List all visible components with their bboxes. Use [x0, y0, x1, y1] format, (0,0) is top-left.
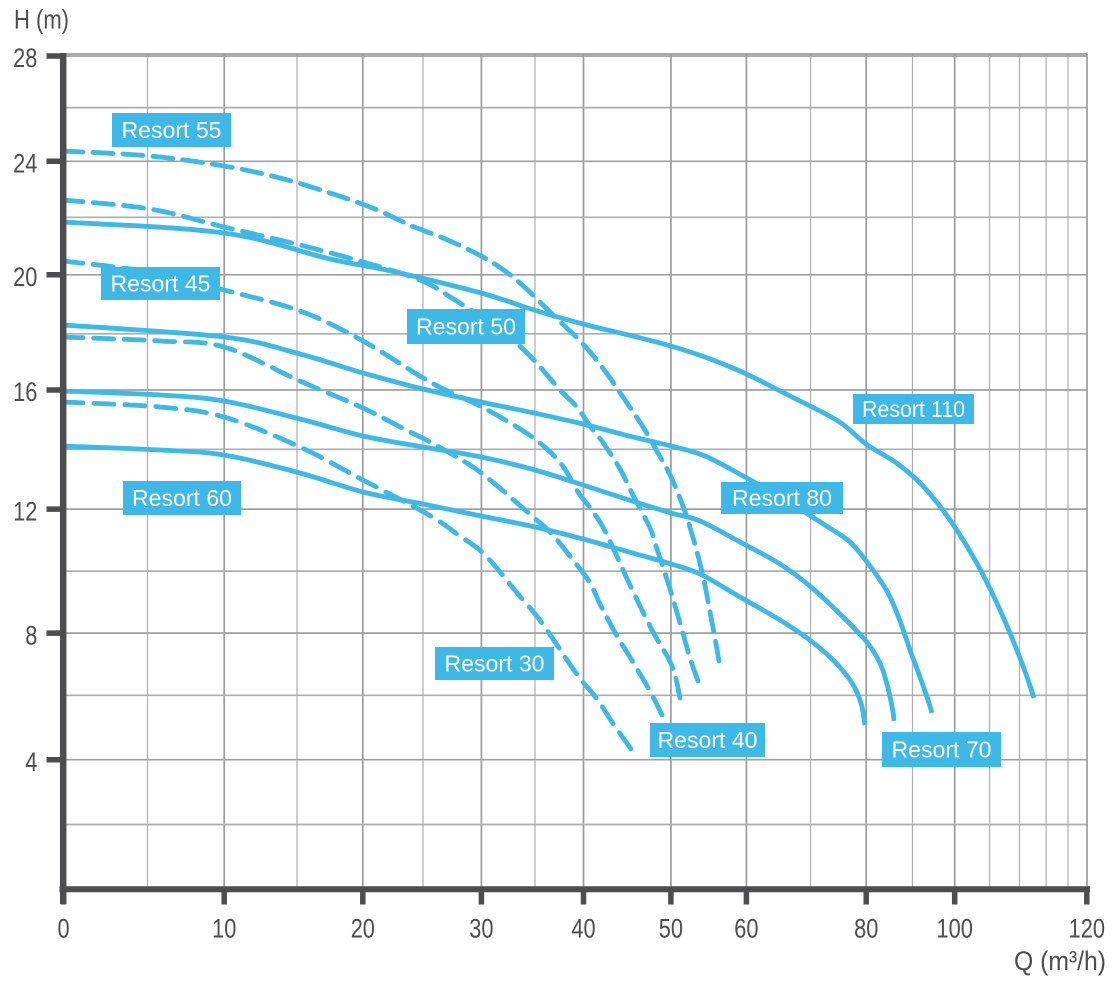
svg-text:60: 60 [734, 913, 758, 944]
svg-text:Resort 110: Resort 110 [862, 396, 965, 422]
svg-text:4: 4 [25, 746, 37, 777]
svg-text:30: 30 [469, 913, 493, 944]
svg-text:50: 50 [659, 913, 683, 944]
svg-text:16: 16 [13, 376, 37, 407]
svg-text:10: 10 [212, 913, 236, 944]
svg-text:80: 80 [854, 913, 878, 944]
svg-text:12: 12 [13, 495, 37, 526]
svg-text:100: 100 [937, 913, 973, 944]
svg-text:Resort 60: Resort 60 [132, 485, 232, 511]
svg-text:24: 24 [13, 148, 37, 179]
svg-text:0: 0 [57, 913, 69, 944]
svg-text:Resort 40: Resort 40 [658, 727, 758, 753]
svg-text:Resort 55: Resort 55 [122, 117, 222, 143]
svg-text:20: 20 [351, 913, 375, 944]
svg-text:Resort 70: Resort 70 [892, 737, 992, 763]
svg-text:Resort 45: Resort 45 [111, 271, 211, 297]
svg-text:40: 40 [571, 913, 595, 944]
svg-text:20: 20 [13, 261, 37, 292]
svg-text:Resort 50: Resort 50 [416, 314, 516, 340]
svg-text:Q (m³/h): Q (m³/h) [1014, 945, 1106, 976]
svg-text:H (m): H (m) [14, 4, 69, 35]
svg-text:120: 120 [1069, 913, 1105, 944]
svg-text:8: 8 [25, 619, 37, 650]
svg-text:Resort 80: Resort 80 [732, 485, 832, 511]
svg-text:Resort 30: Resort 30 [445, 651, 545, 677]
svg-text:28: 28 [13, 42, 37, 73]
